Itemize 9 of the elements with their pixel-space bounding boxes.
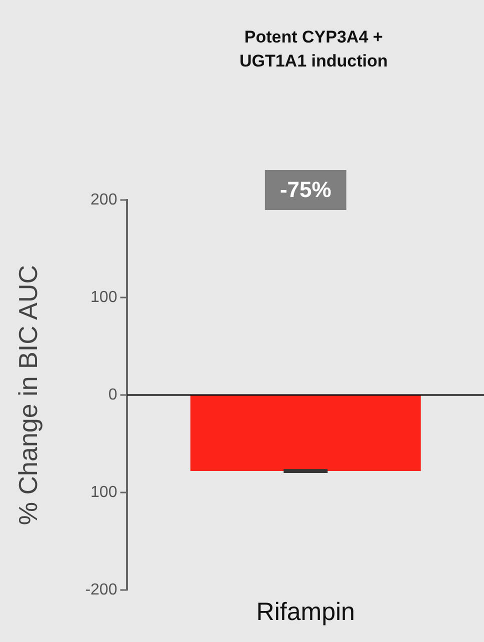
y-axis-title: % Change in BIC AUC	[12, 264, 43, 526]
y-tick-label: 200	[90, 191, 118, 208]
annotation: -75%	[280, 177, 332, 202]
y-tick-label: -200	[85, 581, 118, 598]
y-tick-label: 100	[90, 288, 118, 306]
x-tick-label: Rifampin	[256, 598, 355, 626]
y-tick-label: 0	[108, 386, 118, 404]
chart-title: Potent CYP3A4 + UGT1A1 induction	[239, 28, 388, 71]
y-tick-label: 100	[90, 484, 118, 501]
